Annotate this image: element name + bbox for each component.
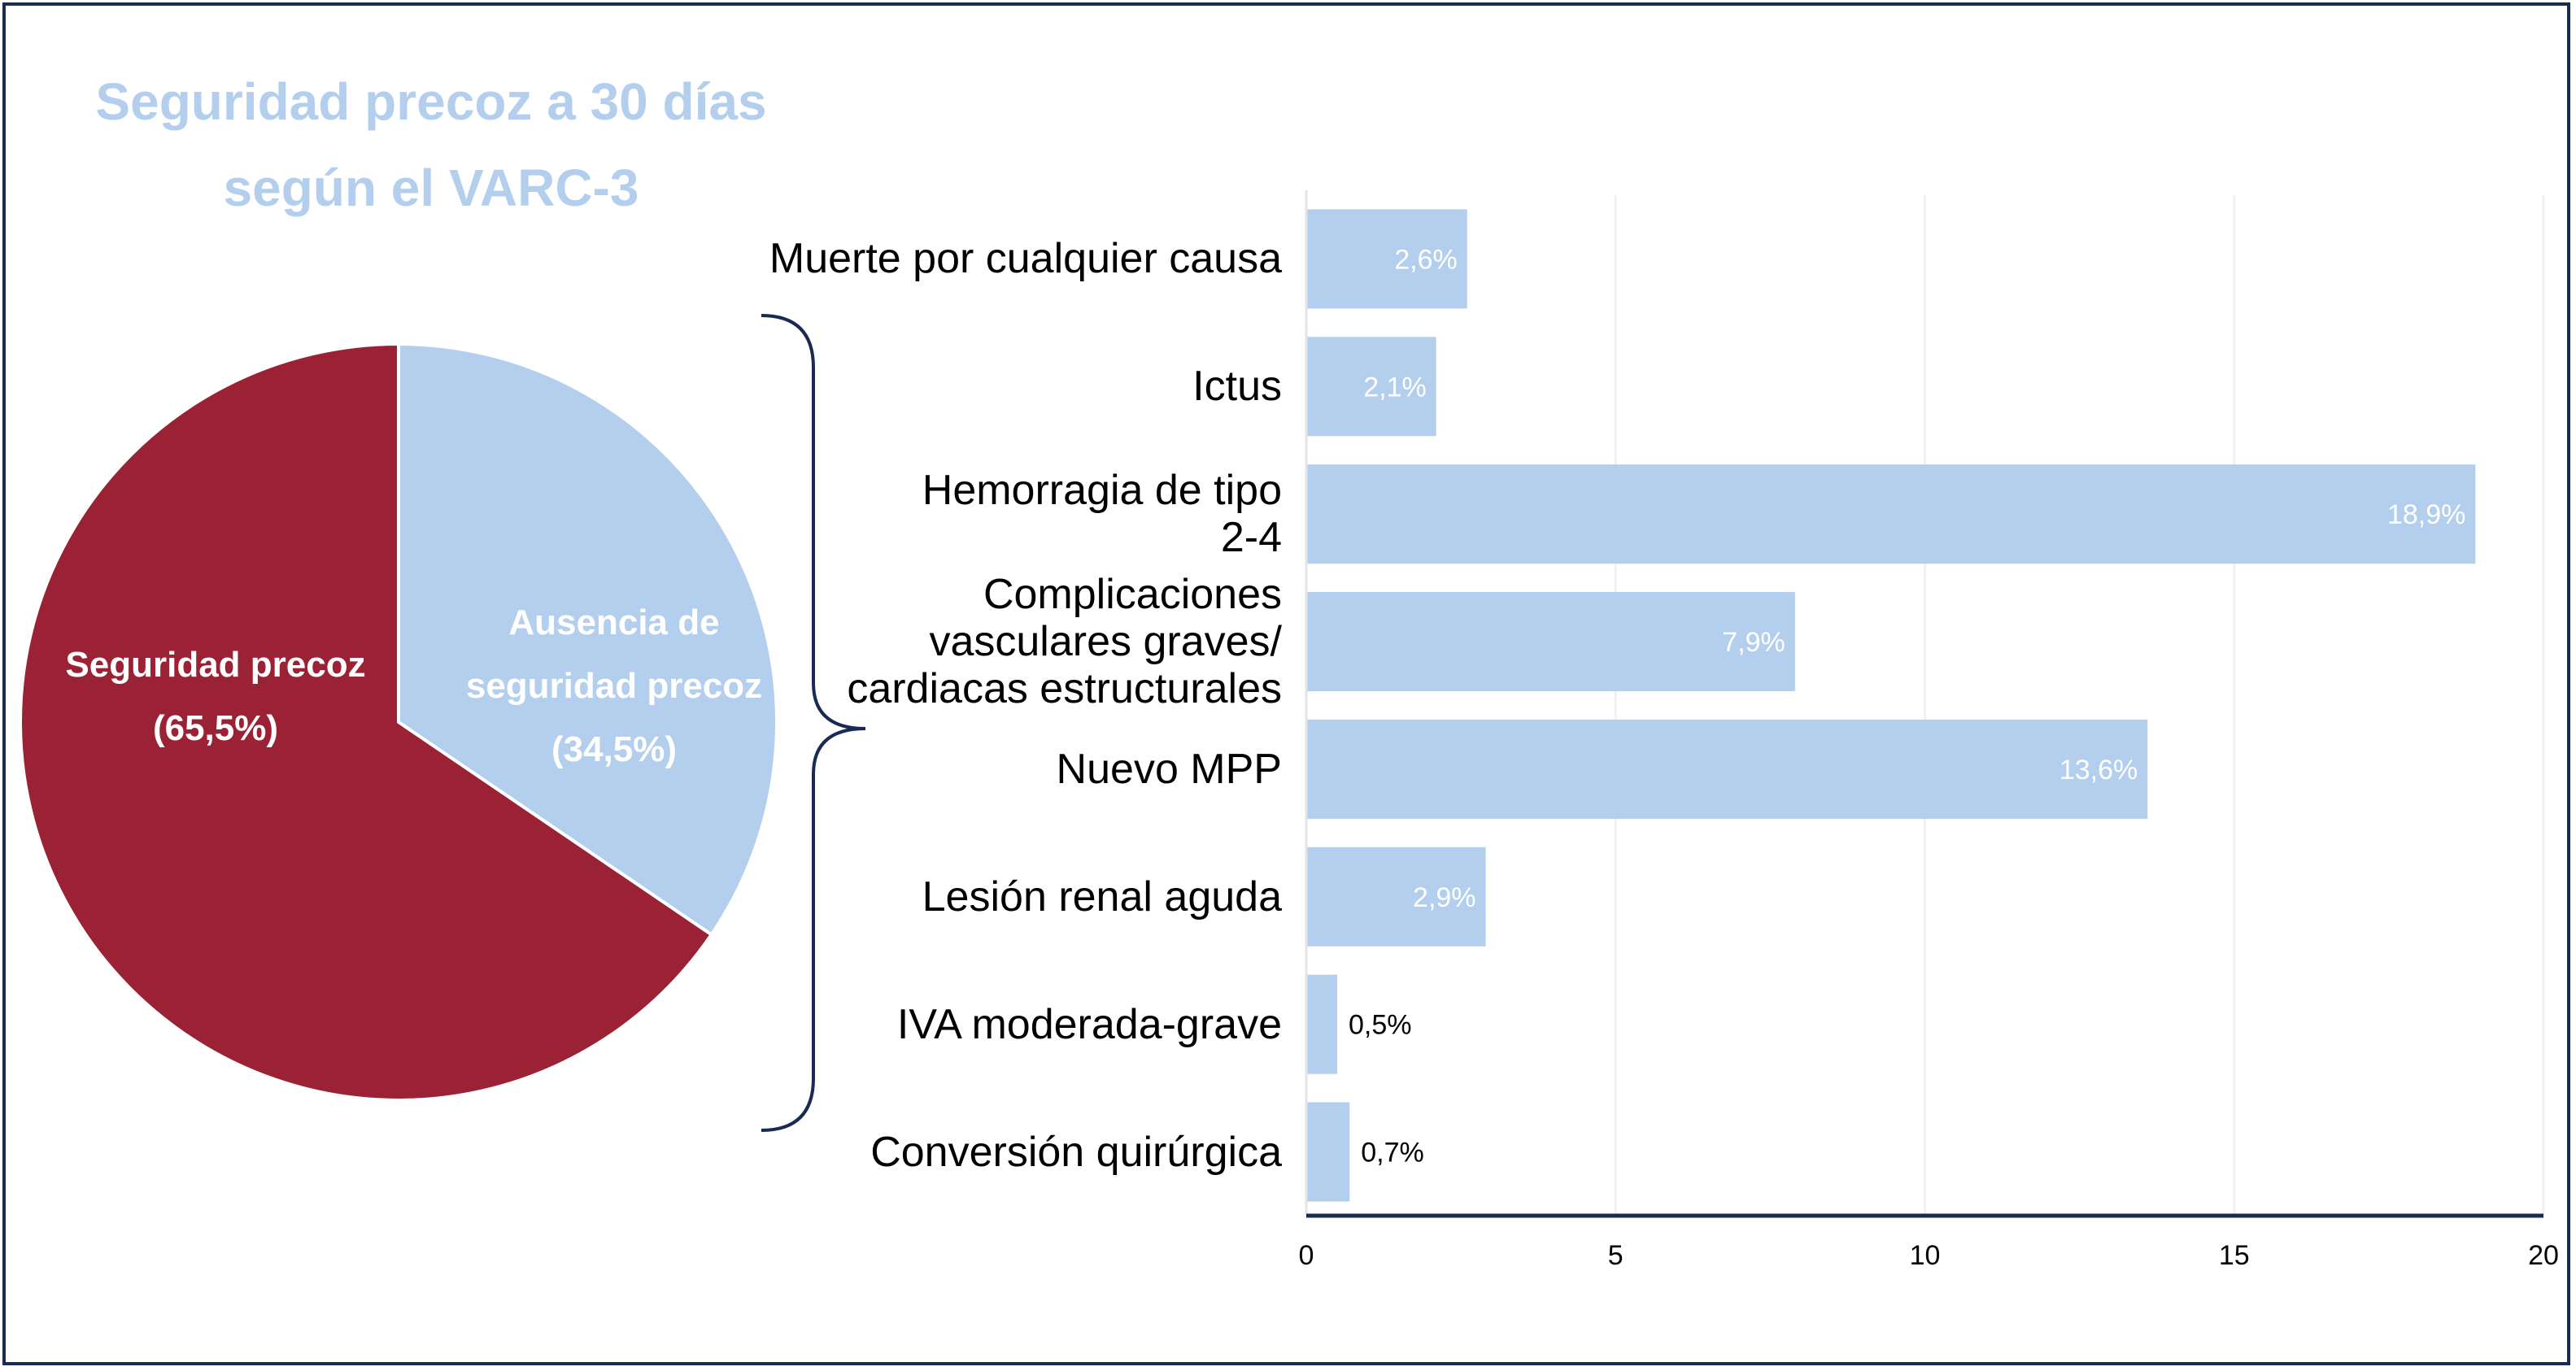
- category-label: Lesión renal aguda: [922, 873, 1282, 921]
- pie-slice-label: (34,5%): [551, 729, 677, 769]
- bar-value-label: 2,1%: [1363, 372, 1427, 403]
- bar-value-label: 0,7%: [1361, 1138, 1424, 1169]
- pie-title-line-1: Seguridad precoz a 30 días: [95, 72, 767, 131]
- pie-title-line-2: según el VARC-3: [223, 159, 639, 217]
- bar-value-label: 18,9%: [2387, 499, 2465, 530]
- category-label: Ictus: [1192, 363, 1282, 411]
- pie-slice: [19, 342, 714, 1102]
- category-label: Muerte por cualquier causa: [769, 235, 1282, 283]
- bar-value-label: 2,6%: [1394, 244, 1458, 275]
- category-label: Conversión quirúrgica: [870, 1128, 1282, 1176]
- bar-value-label: 0,5%: [1349, 1010, 1412, 1041]
- bar-value-label: 13,6%: [2059, 755, 2138, 786]
- pie-title: Seguridad precoz a 30 días según el VARC…: [33, 59, 830, 231]
- bar: [1306, 592, 1795, 692]
- pie-slice-label: Seguridad precoz: [65, 645, 365, 685]
- bar: [1306, 209, 1467, 309]
- bar: [1306, 719, 2148, 819]
- bar: [1306, 1102, 1350, 1202]
- category-label: Nuevo MPP: [1056, 745, 1282, 793]
- pie-slice-label: Ausencia de: [508, 603, 719, 642]
- bar: [1306, 974, 1338, 1074]
- category-brace: [761, 314, 866, 1132]
- x-tick-label: 20: [2528, 1240, 2559, 1271]
- bar: [1306, 464, 2476, 564]
- pie-slice-label: seguridad precoz: [466, 666, 762, 706]
- x-tick-label: 5: [1607, 1240, 1624, 1271]
- bar-value-label: 2,9%: [1413, 882, 1476, 913]
- x-tick-label: 15: [2218, 1240, 2250, 1271]
- bar: [1306, 847, 1486, 947]
- bar: [1306, 337, 1436, 437]
- category-label: Complicaciones vasculares graves/ cardia…: [847, 571, 1282, 713]
- bar-value-label: 7,9%: [1722, 627, 1785, 658]
- pie-slice: [397, 342, 778, 938]
- pie-slice-label: (65,5%): [153, 708, 278, 748]
- x-tick-label: 0: [1298, 1240, 1314, 1271]
- x-tick-label: 10: [1909, 1240, 1941, 1271]
- category-label: IVA moderada-grave: [896, 1000, 1282, 1048]
- category-label: Hemorragia de tipo 2-4: [922, 467, 1282, 562]
